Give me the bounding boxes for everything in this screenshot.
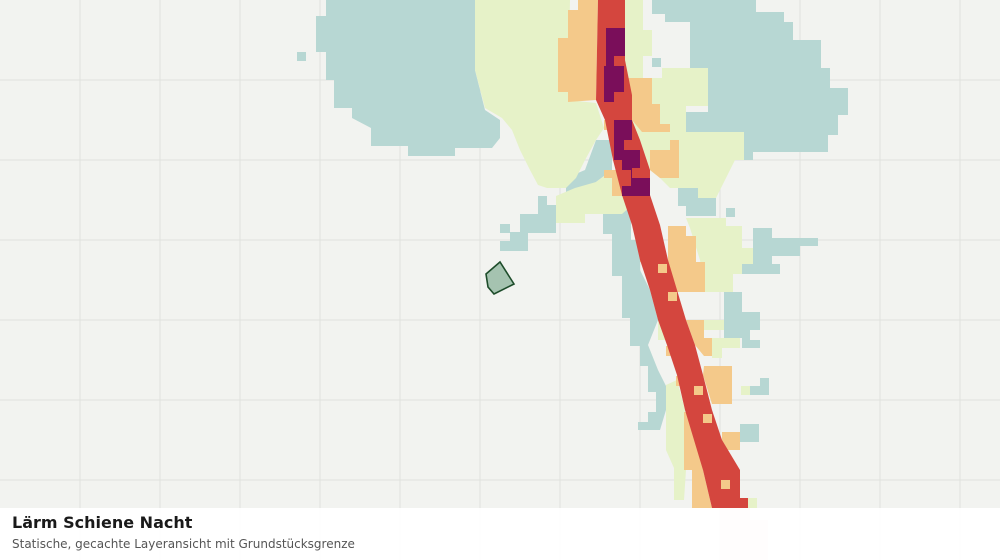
noise-zone-extreme — [604, 28, 650, 196]
noise-area — [603, 206, 668, 430]
noise-area — [475, 0, 604, 188]
noise-area — [704, 320, 724, 330]
noise-area — [684, 440, 712, 508]
noise-area — [668, 226, 705, 292]
noise-area — [750, 378, 769, 395]
map-subtitle: Statische, gecachte Layeransicht mit Gru… — [12, 537, 355, 551]
noise-area — [614, 120, 650, 196]
noise-area — [726, 208, 735, 217]
noise-area — [668, 292, 677, 301]
noise-area — [604, 28, 625, 102]
parcel-boundary[interactable] — [485, 260, 516, 295]
noise-area — [652, 58, 661, 67]
noise-area — [558, 0, 598, 102]
footer: Lärm Schiene Nacht Statische, gecachte L… — [0, 508, 1000, 560]
noise-area — [712, 338, 740, 358]
noise-area — [650, 140, 679, 178]
noise-area — [658, 264, 667, 273]
map-title: Lärm Schiene Nacht — [12, 513, 193, 532]
noise-area — [722, 432, 740, 450]
noise-area — [740, 424, 759, 442]
noise-area — [500, 224, 510, 233]
noise-area — [678, 188, 716, 216]
noise-area — [741, 386, 750, 395]
noise-area — [686, 320, 712, 356]
noise-area — [721, 480, 730, 489]
noise-area — [748, 498, 757, 508]
noise-area — [666, 380, 686, 500]
noise-zone-low — [297, 0, 848, 442]
noise-area — [316, 0, 500, 156]
noise-area — [703, 366, 732, 404]
noise-area — [724, 292, 760, 348]
noise-zone-very-high — [596, 0, 748, 508]
noise-area — [297, 52, 306, 61]
noise-area — [500, 140, 612, 251]
noise-area — [694, 386, 703, 395]
noise-area — [742, 228, 818, 274]
noise-area — [625, 0, 744, 198]
noise-zone-high — [558, 0, 740, 508]
noise-area — [624, 78, 670, 132]
noise-area — [703, 414, 712, 423]
noise-area — [652, 0, 848, 160]
